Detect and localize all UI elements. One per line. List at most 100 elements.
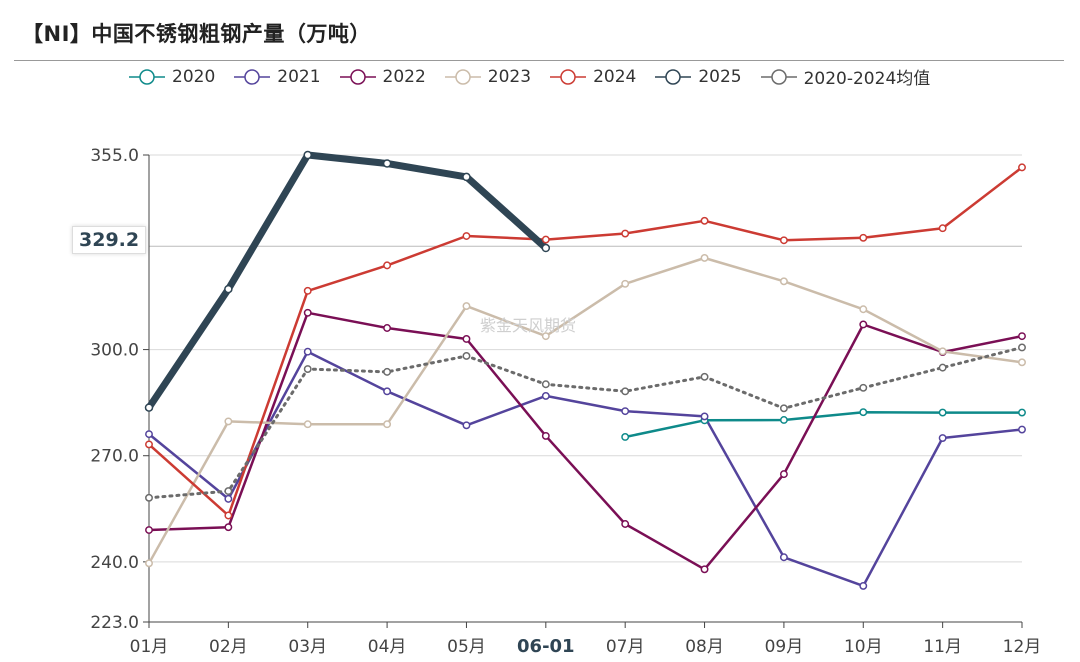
data-point-2022 xyxy=(383,324,392,332)
data-point-2020-2024均值 xyxy=(938,363,947,372)
data-point-2024 xyxy=(145,440,153,449)
data-point-2024 xyxy=(621,229,630,238)
data-point-2022 xyxy=(779,470,788,479)
series-line-2020-2024均值 xyxy=(147,346,1024,500)
x-tick-label: 04月 xyxy=(368,637,407,657)
legend-label: 2025 xyxy=(698,66,742,87)
y-axis-pointer-label: 329.2 xyxy=(72,226,147,254)
data-point-2021 xyxy=(541,391,550,400)
data-point-2022 xyxy=(621,520,630,528)
data-point-2020-2024均值 xyxy=(541,380,550,389)
series-line-2022 xyxy=(147,311,1024,571)
data-point-2023 xyxy=(1018,358,1026,367)
data-point-2024 xyxy=(383,261,392,270)
data-point-2022 xyxy=(224,523,233,532)
series-line-2020 xyxy=(623,410,1024,439)
data-point-2023 xyxy=(621,279,630,288)
watermark: 紫金天风期货 xyxy=(480,316,577,335)
data-point-2024 xyxy=(224,511,233,520)
data-point-2020-2024均值 xyxy=(303,365,312,373)
series-line-2023 xyxy=(147,256,1024,565)
data-point-2024 xyxy=(859,233,868,242)
legend-item[interactable]: 2021 xyxy=(233,64,321,89)
data-point-2023 xyxy=(383,420,392,429)
x-tick-label: 01月 xyxy=(130,637,169,657)
data-point-2025 xyxy=(224,284,233,294)
data-point-2021 xyxy=(145,430,153,439)
data-point-2023 xyxy=(303,420,312,429)
data-point-2020-2024均值 xyxy=(700,372,709,381)
y-tick-label: 300.0 xyxy=(90,341,139,361)
data-point-2021 xyxy=(1018,425,1026,434)
series-line-2025 xyxy=(145,151,550,412)
data-point-2022 xyxy=(145,526,153,534)
legend-item[interactable]: 2023 xyxy=(444,64,531,89)
x-tick-label: 09月 xyxy=(765,637,804,657)
data-point-2022 xyxy=(1018,332,1026,341)
data-point-2021 xyxy=(224,494,233,503)
legend-item[interactable]: 2020 xyxy=(128,64,215,89)
x-tick-label: 06-01 xyxy=(517,636,575,657)
data-point-2020 xyxy=(1018,408,1026,417)
data-point-2021 xyxy=(621,407,630,416)
data-point-2020 xyxy=(938,408,947,417)
data-point-2024 xyxy=(541,235,550,244)
data-point-2025 xyxy=(541,243,551,253)
data-point-2020-2024均值 xyxy=(1018,343,1026,352)
y-tick-label: 355.0 xyxy=(90,146,139,166)
x-tick-label: 10月 xyxy=(844,637,883,657)
x-tick-label: 11月 xyxy=(923,637,962,657)
legend-label: 2023 xyxy=(487,66,532,87)
legend-label: 2020 xyxy=(172,66,216,87)
data-point-2022 xyxy=(859,320,868,329)
series-line-2024 xyxy=(147,166,1024,517)
legend-label: 2024 xyxy=(593,66,637,87)
data-point-2021 xyxy=(859,581,868,590)
x-tick-label: 02月 xyxy=(209,637,248,657)
series-line-2021 xyxy=(147,350,1024,588)
data-point-2023 xyxy=(541,332,550,341)
data-point-2022 xyxy=(700,565,709,574)
data-point-2025 xyxy=(144,403,154,412)
y-tick-label: 270.0 xyxy=(90,447,139,467)
legend-marker-icon xyxy=(444,68,481,85)
legend-marker-icon xyxy=(550,68,587,85)
data-point-2022 xyxy=(541,431,550,440)
data-point-2020-2024均值 xyxy=(859,383,868,392)
legend-label: 2021 xyxy=(277,66,321,87)
data-point-2020 xyxy=(621,433,630,441)
data-point-2021 xyxy=(779,553,788,562)
data-point-2023 xyxy=(145,559,153,568)
data-point-2025 xyxy=(303,150,312,160)
chart-legend: 2020 2021 2022 2023 2024 2025 2020-2024均值 xyxy=(128,64,930,89)
data-point-2020-2024均值 xyxy=(224,487,233,496)
data-point-2020-2024均值 xyxy=(779,404,788,413)
data-point-2022 xyxy=(462,335,471,343)
data-point-2021 xyxy=(938,434,947,442)
legend-item[interactable]: 2022 xyxy=(339,64,426,89)
data-point-2023 xyxy=(779,277,788,286)
legend-label: 2020-2024均值 xyxy=(803,69,931,89)
legend-item[interactable]: 2024 xyxy=(549,64,636,89)
data-point-2024 xyxy=(938,224,947,233)
legend-item[interactable]: 2025 xyxy=(654,64,742,89)
data-point-2024 xyxy=(700,216,709,225)
legend-marker-icon xyxy=(339,68,376,85)
title-divider xyxy=(14,60,1064,61)
legend-item[interactable]: 2020-2024均值 xyxy=(760,64,931,89)
data-point-2023 xyxy=(462,302,471,311)
data-point-2023 xyxy=(224,417,233,426)
legend-marker-icon xyxy=(129,68,165,85)
y-tick-label: 240.0 xyxy=(90,553,139,573)
data-point-2024 xyxy=(779,236,788,245)
x-tick-label: 05月 xyxy=(447,637,486,657)
data-point-2022 xyxy=(303,308,312,317)
legend-label: 2022 xyxy=(382,66,426,87)
data-point-2021 xyxy=(303,347,312,356)
legend-marker-icon xyxy=(760,68,797,85)
data-point-2023 xyxy=(938,347,947,356)
x-tick-label: 08月 xyxy=(685,637,724,657)
data-point-2020-2024均值 xyxy=(621,387,630,396)
data-point-2025 xyxy=(382,159,392,168)
